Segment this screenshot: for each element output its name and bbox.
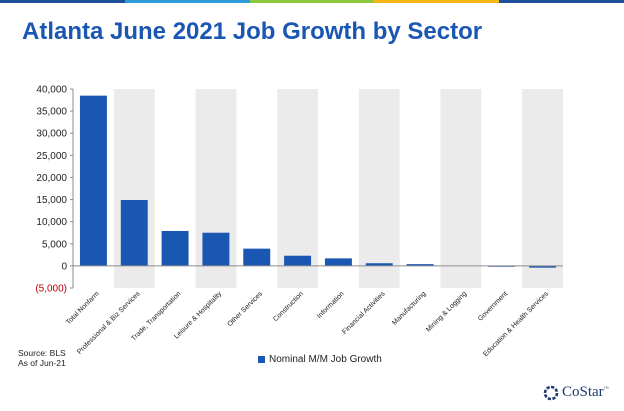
x-category-label: Government (477, 290, 509, 322)
bar (529, 265, 557, 268)
logo-trademark: ™ (603, 387, 609, 392)
x-category-label: Construction (272, 290, 305, 323)
top-bar-segment (499, 0, 624, 3)
bar (202, 232, 230, 266)
x-category-label: Leisure & Hospitality (173, 290, 223, 340)
y-tick-label: 10,000 (36, 217, 67, 228)
y-tick-label: 0 (61, 261, 67, 272)
y-tick-label: 25,000 (36, 151, 67, 162)
costar-logo-icon (543, 385, 559, 400)
bar (406, 264, 434, 266)
top-bar-segment (249, 0, 375, 3)
logo-name: CoStar (562, 384, 604, 400)
bar (79, 95, 107, 266)
bar (324, 258, 352, 266)
y-tick-label: 35,000 (36, 107, 67, 118)
bar (284, 255, 312, 266)
x-category-label: Information (316, 290, 346, 320)
y-tick-label: (5,000) (35, 284, 67, 295)
y-tick-label: 40,000 (36, 85, 67, 96)
logo-wordmark: CoStar™ (562, 384, 609, 401)
plot-band (277, 89, 318, 288)
source-line: Source: BLS (18, 348, 66, 358)
x-category-label: Manufacturing (391, 290, 427, 326)
top-bar-segment (0, 0, 125, 3)
bar (365, 263, 393, 266)
top-color-bar (0, 0, 624, 3)
plot-band (358, 89, 400, 288)
y-tick-label: 20,000 (36, 173, 67, 184)
x-category-label: Mining & Logging (425, 290, 468, 333)
y-tick-label: 15,000 (36, 195, 67, 206)
top-bar-segment (374, 0, 500, 3)
x-category-label: Education & Health Services (482, 290, 550, 358)
bar (161, 230, 189, 266)
top-bar-segment (124, 0, 250, 3)
y-tick-label: 30,000 (36, 129, 67, 140)
bar (243, 248, 271, 266)
chart-title: Atlanta June 2021 Job Growth by Sector (22, 18, 483, 45)
source-note: Source: BLS As of Jun-21 (18, 348, 66, 368)
x-category-label: Other Services (226, 290, 264, 328)
bar (120, 199, 148, 266)
as-of-line: As of Jun-21 (18, 358, 66, 368)
plot-band (522, 89, 563, 288)
legend-swatch (258, 356, 265, 363)
x-category-label: Financial Activities (341, 290, 387, 336)
costar-logo: CoStar™ (543, 384, 609, 401)
legend-label: Nominal M/M Job Growth (269, 354, 382, 365)
plot-band (440, 89, 482, 288)
legend: Nominal M/M Job Growth (258, 354, 382, 365)
x-category-label: Total Nonfarm (65, 290, 101, 326)
y-tick-label: 5,000 (42, 239, 67, 250)
